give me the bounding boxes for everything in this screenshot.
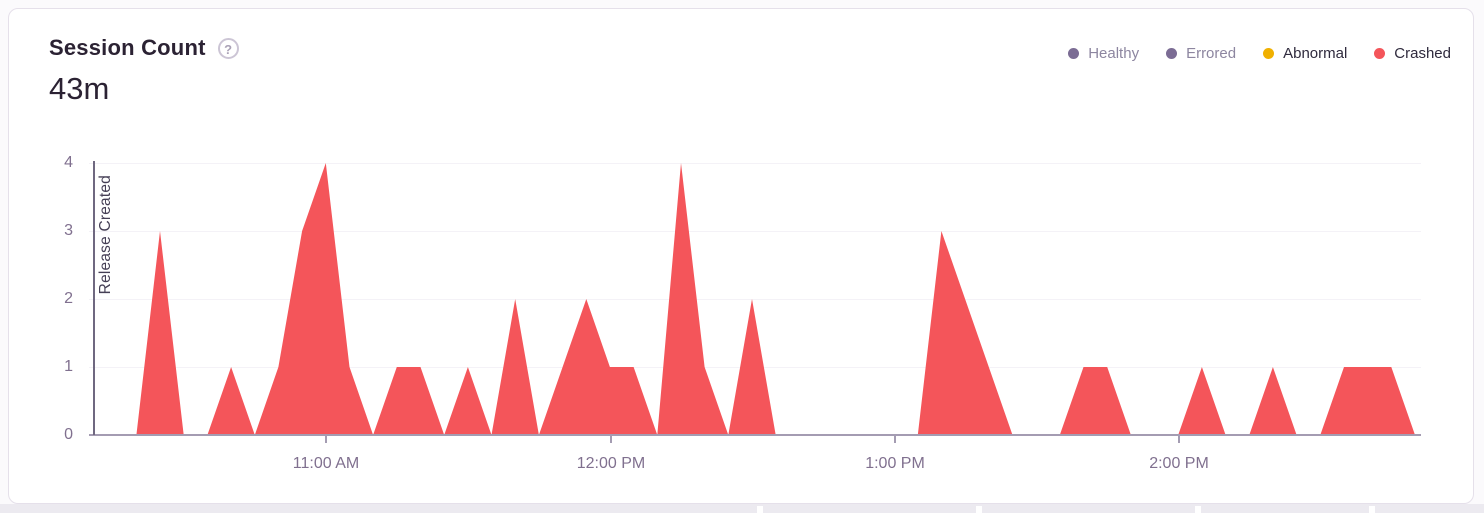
x-axis-line bbox=[89, 434, 1421, 436]
legend-label: Crashed bbox=[1394, 45, 1451, 62]
gridline bbox=[89, 231, 1421, 232]
gridline bbox=[89, 299, 1421, 300]
session-count-card: Session Count ? 43m Healthy Errored Abnorm… bbox=[8, 8, 1474, 504]
legend-dot-abnormal bbox=[1263, 48, 1275, 59]
session-total: 43m bbox=[49, 71, 110, 106]
x-axis-label: 2:00 PM bbox=[1149, 455, 1209, 472]
y-axis-label: 0 bbox=[64, 426, 73, 443]
card-gap bbox=[976, 506, 982, 513]
x-axis-tick bbox=[325, 436, 327, 443]
help-icon[interactable]: ? bbox=[217, 37, 239, 59]
legend-label: Abnormal bbox=[1283, 45, 1348, 62]
legend-item-crashed[interactable]: Crashed bbox=[1374, 45, 1451, 62]
y-axis-label: 1 bbox=[64, 358, 73, 375]
legend-label: Healthy bbox=[1088, 45, 1140, 62]
x-axis-tick bbox=[610, 436, 612, 443]
legend-dot-errored bbox=[1166, 48, 1178, 59]
x-axis-label: 12:00 PM bbox=[576, 455, 646, 472]
chart-legend: Healthy Errored Abnormal Crashed bbox=[1068, 45, 1451, 62]
x-axis-tick bbox=[894, 436, 896, 443]
x-axis-tick bbox=[1178, 436, 1180, 443]
y-axis-label: 4 bbox=[64, 154, 73, 171]
page-background-strip bbox=[0, 504, 1484, 513]
legend-dot-healthy bbox=[1068, 48, 1080, 59]
legend-label: Errored bbox=[1186, 45, 1237, 62]
release-marker-line[interactable] bbox=[93, 161, 95, 435]
card-title: Session Count bbox=[49, 35, 206, 60]
legend-item-errored[interactable]: Errored bbox=[1166, 45, 1236, 62]
legend-item-healthy[interactable]: Healthy bbox=[1068, 45, 1139, 62]
card-gap bbox=[757, 506, 763, 513]
crashed-area-series[interactable] bbox=[89, 161, 1415, 437]
x-axis-label: 11:00 AM bbox=[292, 455, 360, 472]
crashed-area-polygon bbox=[89, 163, 1415, 435]
card-gap bbox=[1195, 506, 1201, 513]
y-axis-label: 2 bbox=[64, 290, 73, 307]
release-marker-label: Release Created bbox=[97, 175, 114, 295]
legend-item-abnormal[interactable]: Abnormal bbox=[1263, 45, 1347, 62]
gridline bbox=[89, 163, 1421, 164]
x-axis-label: 1:00 PM bbox=[865, 455, 925, 472]
y-axis-label: 3 bbox=[64, 222, 73, 239]
legend-dot-crashed bbox=[1374, 48, 1386, 59]
card-header: Session Count ? bbox=[49, 35, 239, 61]
card-gap bbox=[1369, 506, 1375, 513]
